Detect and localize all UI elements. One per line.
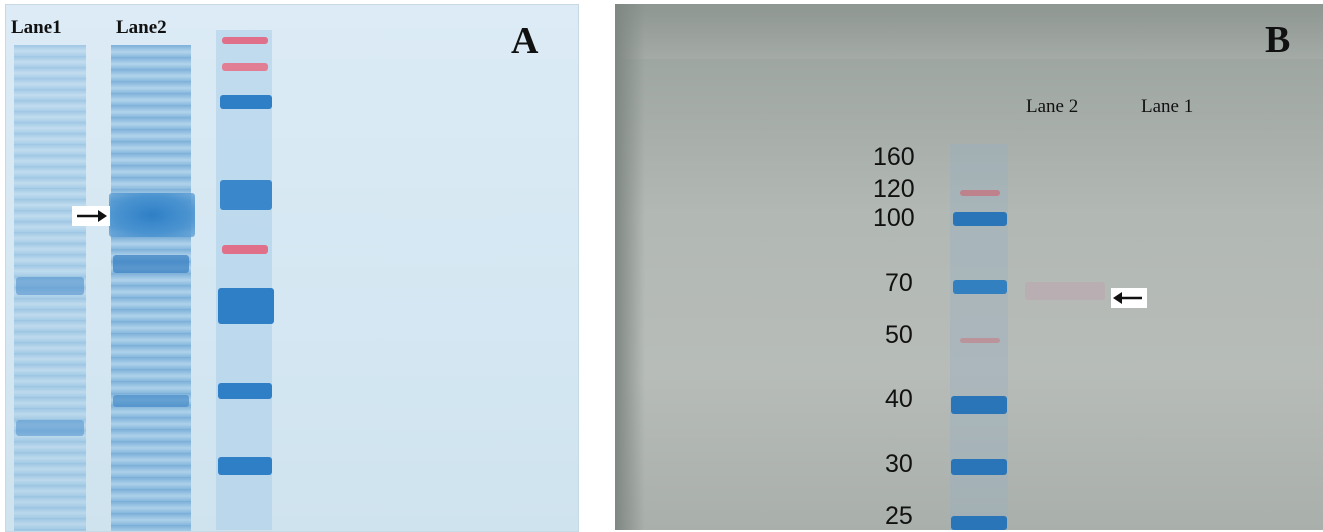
marker-band [951,516,1007,530]
marker-lane [216,30,272,530]
panel-letter-b: B [1265,19,1291,61]
mw-label: 160 [873,143,915,171]
lane-2-smear [111,45,191,531]
lane-2-label: Lane2 [116,17,167,38]
marker-band [951,459,1007,475]
right-arrow-icon [72,206,110,226]
membrane-top-shade [615,4,1323,59]
mw-label: 25 [885,502,913,530]
lane-1-label: Lane1 [11,17,62,38]
lane-1-band [16,277,84,295]
marker-band [220,180,272,210]
mw-label: 100 [873,204,915,232]
lane-2-label: Lane 2 [1026,96,1079,117]
lane-1-band [16,420,84,436]
marker-band-pink [222,63,268,71]
lane-1-label: Lane 1 [1141,96,1194,117]
left-arrow-icon [1111,288,1147,308]
marker-band [218,457,272,475]
panel-letter-a: A [511,20,539,62]
marker-band-pink [222,245,268,254]
marker-band [953,212,1007,226]
marker-band [218,288,274,324]
lane-2-target-band [109,193,195,237]
marker-band-pink [960,190,1000,196]
marker-band-pink [222,37,268,44]
blot-panel-b: 160 120 100 70 50 40 30 25 Lane 2 Lane 1… [615,4,1323,530]
mw-label: 40 [885,385,913,413]
membrane-left-shade [615,4,645,530]
mw-label: 120 [873,175,915,203]
marker-band [953,280,1007,294]
marker-band-pink [960,338,1000,343]
mw-label: 70 [885,269,913,297]
marker-band [220,95,272,109]
mw-label: 50 [885,321,913,349]
lane-2-target-band [1025,282,1105,300]
lane-2-band [113,395,189,407]
marker-band [218,383,272,399]
lane-2-band [113,255,189,273]
marker-band [951,396,1007,414]
gel-panel-a: Lane1 Lane2 A [5,4,579,532]
mw-label: 30 [885,450,913,478]
